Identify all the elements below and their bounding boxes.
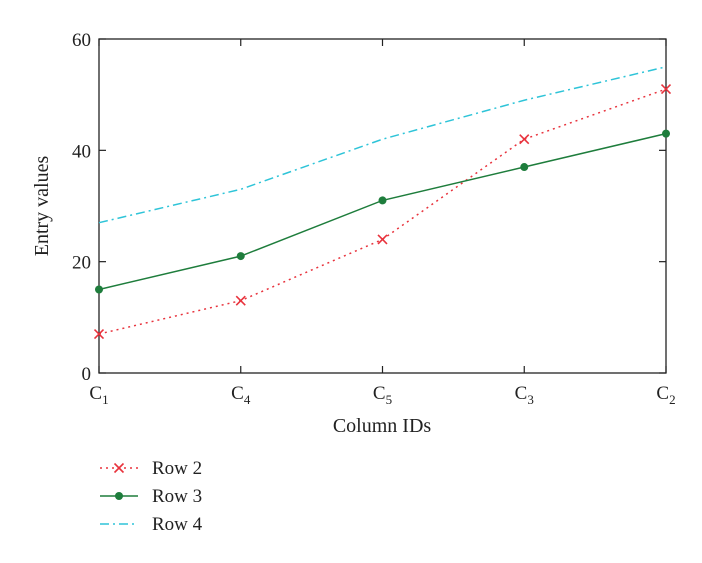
x-tick-label-base: C <box>515 383 528 404</box>
data-point-row-3 <box>95 285 103 294</box>
data-point-row-2-stroke-b <box>377 234 388 245</box>
x-tick-label-subscript: 2 <box>669 392 676 407</box>
x-tick-label-subscript: 1 <box>102 392 109 407</box>
y-tick-label: 40 <box>72 141 91 162</box>
data-point-row-2 <box>660 84 672 95</box>
legend-marker-row-3 <box>115 492 123 500</box>
x-tick-label: C5 <box>373 383 392 407</box>
y-axis-label: Entry values <box>31 156 53 257</box>
series-line-row-2 <box>98 88 667 335</box>
series-row-3 <box>95 129 670 294</box>
x-tick-label-base: C <box>373 383 386 404</box>
x-tick-label: C1 <box>89 383 108 407</box>
x-axis-label: Column IDs <box>333 415 432 437</box>
legend: Row 2 Row 3 Row 4 <box>100 458 203 535</box>
y-axis-ticks: 0 20 40 60 <box>72 30 666 385</box>
y-tick-label: 0 <box>82 364 92 385</box>
data-point-row-2-stroke-b <box>93 328 105 340</box>
legend-marker-row-2 <box>113 462 125 474</box>
legend-label-row-2: Row 2 <box>152 458 202 479</box>
x-tick-label-base: C <box>656 383 669 404</box>
series-line-row-3 <box>98 132 667 291</box>
x-tick-label-subscript: 4 <box>244 392 251 407</box>
legend-item-row-4: Row 4 <box>100 514 203 535</box>
x-tick-label-base: C <box>89 383 102 404</box>
x-tick-label: C3 <box>515 383 534 407</box>
legend-marker-row-2-stroke-b <box>113 462 125 474</box>
data-point-row-2 <box>519 134 530 145</box>
data-point-row-2 <box>377 234 388 245</box>
y-tick-label: 20 <box>72 253 91 274</box>
data-point-row-2-stroke-b <box>519 134 530 145</box>
data-point-row-2-stroke-b <box>660 84 672 95</box>
data-point-row-3 <box>662 129 670 138</box>
x-tick-label-subscript: 3 <box>527 392 534 407</box>
legend-label-row-3: Row 3 <box>152 486 202 507</box>
x-tick-label: C4 <box>231 383 251 407</box>
series-row-4 <box>98 66 667 224</box>
x-axis-ticks: C1 C4 C5 C3 C2 <box>89 39 676 407</box>
x-tick-label-subscript: 5 <box>386 392 393 407</box>
legend-label-row-4: Row 4 <box>152 514 203 535</box>
data-point-row-3 <box>378 196 387 205</box>
data-point-row-3 <box>520 163 529 172</box>
x-tick-label-base: C <box>231 383 244 404</box>
data-point-row-2 <box>93 328 105 340</box>
x-tick-label: C2 <box>656 383 675 407</box>
data-point-row-2 <box>235 295 246 306</box>
legend-item-row-2: Row 2 <box>100 458 202 479</box>
y-tick-label: 60 <box>72 30 91 51</box>
series-row-2 <box>93 84 672 340</box>
plot-area-frame <box>98 38 667 374</box>
data-point-row-2-stroke-b <box>235 295 246 306</box>
series-layer <box>93 66 672 340</box>
legend-item-row-3: Row 3 <box>100 486 202 507</box>
series-line-row-4 <box>98 66 667 224</box>
data-point-row-3 <box>236 252 245 261</box>
